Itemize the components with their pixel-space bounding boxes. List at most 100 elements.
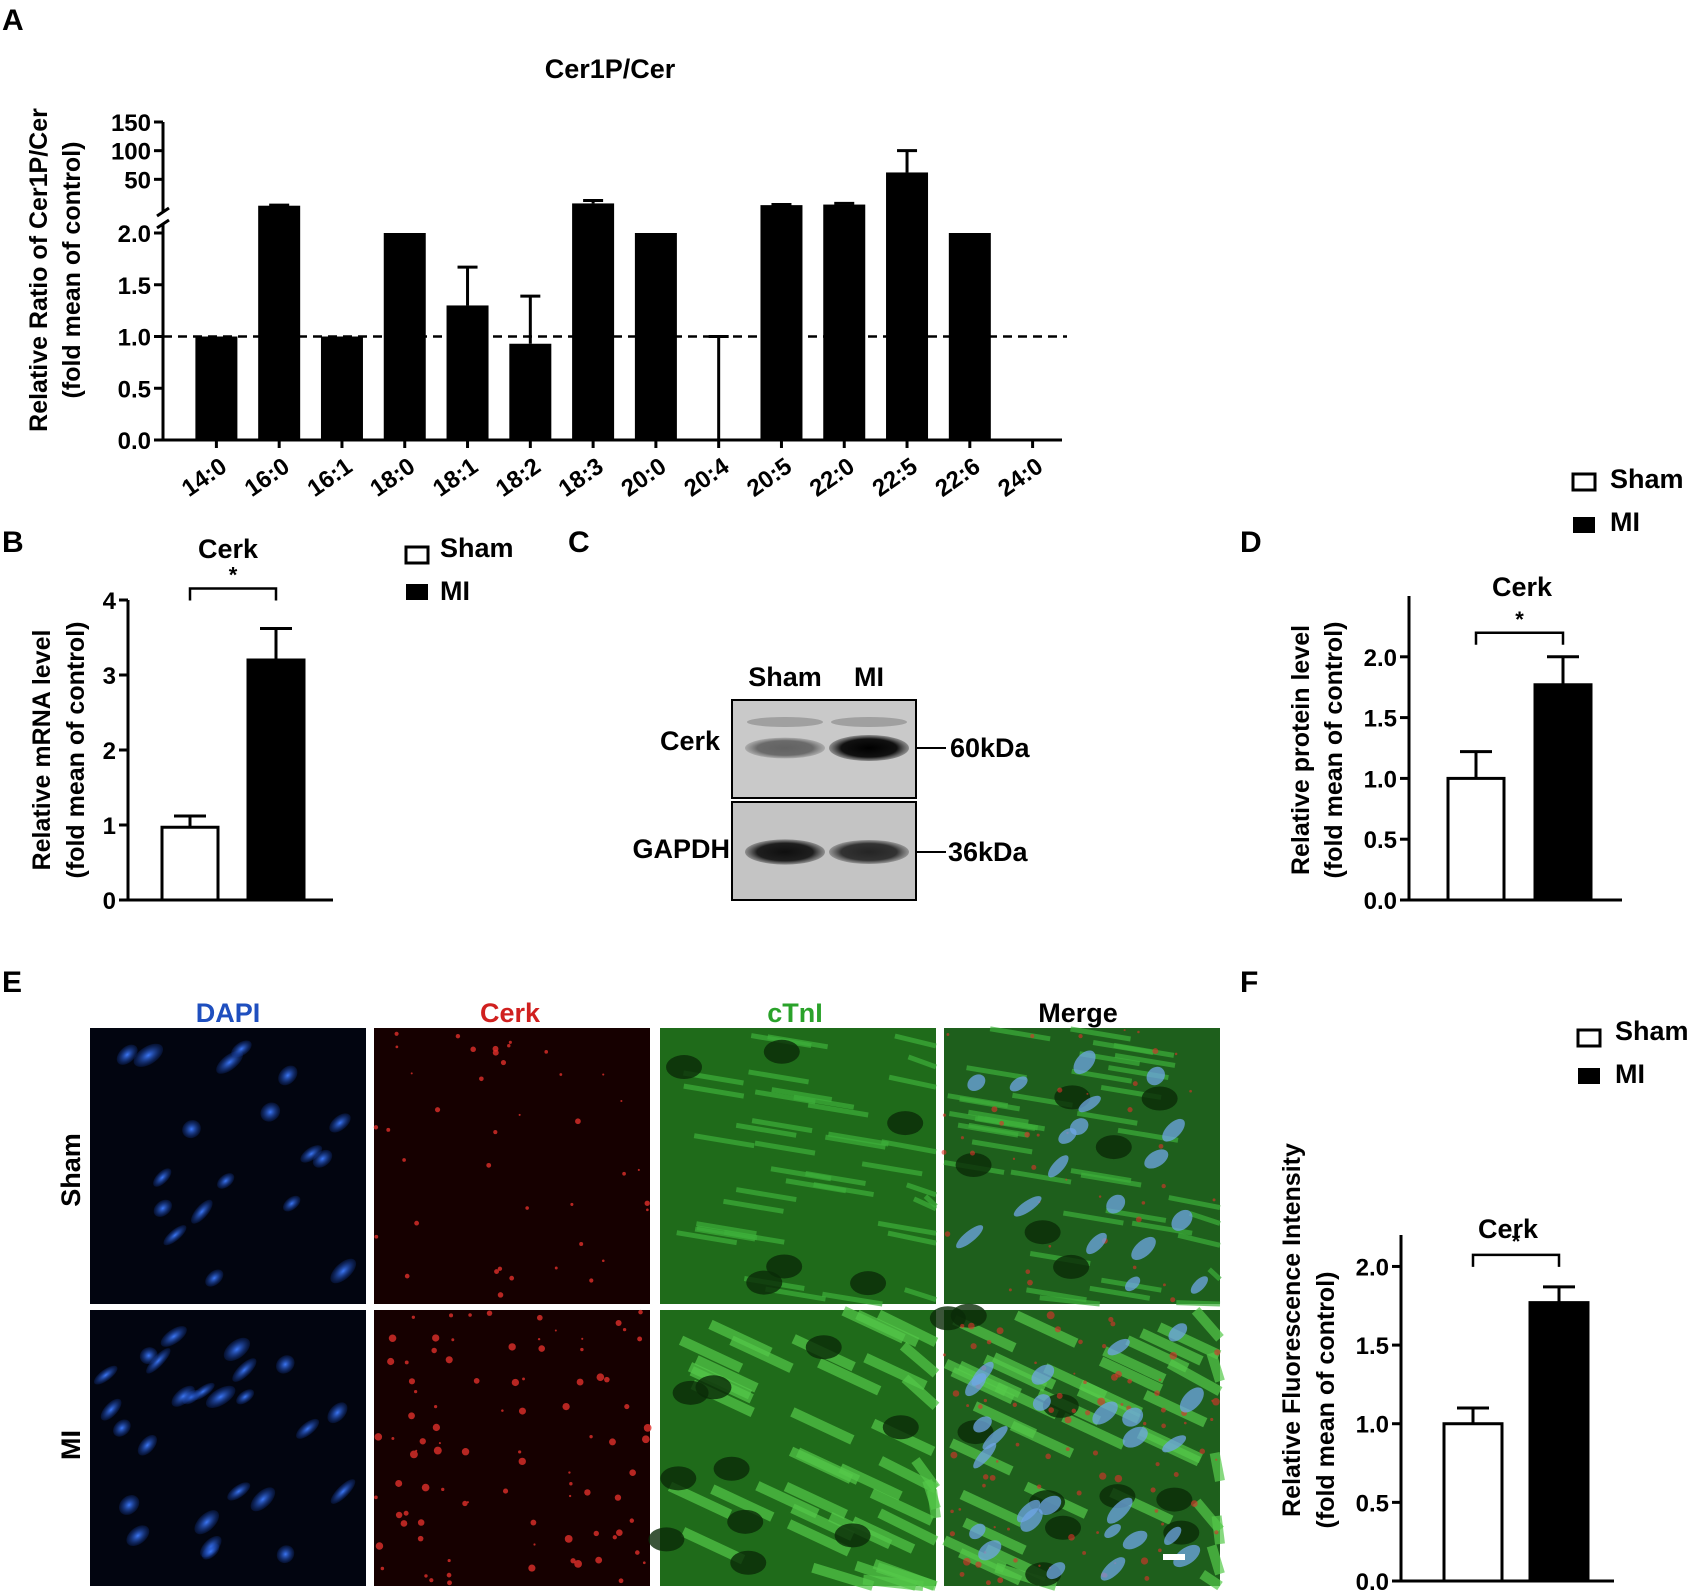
panel-label-e: E — [2, 966, 22, 999]
microscopy-fiber — [1207, 1267, 1222, 1282]
blot-band-faint — [747, 717, 823, 727]
microscopy-red-signal — [404, 1360, 409, 1365]
microscopy-red-signal — [1162, 1283, 1166, 1287]
microscopy-red-signal — [1064, 1416, 1072, 1424]
microscopy-dark-spot — [746, 1270, 783, 1295]
microscopy-fiber — [907, 1054, 937, 1070]
microscopy-red-signal — [544, 1050, 549, 1054]
microscopy-red-signal — [622, 1171, 626, 1176]
microscopy-red-signal — [1024, 1131, 1031, 1138]
panel-a-xtick-label: 20:4 — [679, 452, 734, 502]
microscopy-red-signal — [533, 1543, 536, 1546]
panel-a-axis-break-mark — [156, 206, 170, 218]
microscopy-red-signal — [941, 1149, 947, 1155]
microscopy-red-signal — [1132, 1265, 1137, 1270]
microscopy-nucleus — [231, 1040, 252, 1058]
microscopy-fiber — [1113, 1042, 1175, 1058]
microscopy-red-signal — [581, 1337, 584, 1340]
microscopy-fiber — [710, 1484, 775, 1522]
panelB-ytick-label: 4 — [103, 588, 117, 615]
panel-c-western-blot: Sham MI Cerk GAPDH 60kDa 36kDa — [632, 662, 1031, 901]
blot-lane-mi: MI — [854, 662, 884, 692]
microscopy-red-signal — [1183, 1421, 1187, 1425]
panel-a-xtick-label: 22:0 — [805, 453, 860, 503]
panel-b-title: Cerk — [198, 534, 259, 564]
microscopy-red-signal — [589, 1434, 593, 1439]
microscopy-red-signal — [373, 1125, 379, 1130]
panel-a-ytick-label: 50 — [124, 167, 151, 194]
microscopy-red-signal — [462, 1500, 468, 1507]
microscopy-red-signal — [950, 1509, 954, 1514]
microscopy-red-signal — [1137, 1030, 1140, 1034]
panel-a-bar — [258, 205, 301, 440]
microscopy-fiber — [974, 1116, 1036, 1132]
legend-f-sham-swatch — [1576, 1028, 1602, 1048]
microscopy-red-signal — [414, 1220, 420, 1226]
panelB-bar — [160, 825, 220, 902]
microscopy-red-signal — [395, 1045, 399, 1049]
microscopy-nucleus — [1073, 1050, 1096, 1075]
panel-b-ylabel-line1: Relative mRNA level — [28, 630, 56, 871]
panel-a-xtick-label: 18:2 — [491, 453, 546, 503]
microscopy-red-signal — [559, 1073, 563, 1076]
microscopy-red-signal — [511, 1378, 520, 1387]
panelD-bar — [1533, 683, 1593, 902]
microscopy-nucleus — [1173, 1544, 1201, 1568]
microscopy-fiber — [1189, 1211, 1221, 1226]
microscopy-fiber — [696, 1225, 758, 1241]
microscopy-col-cerk: Cerk — [480, 998, 541, 1028]
microscopy-fiber — [1206, 1351, 1225, 1383]
microscopy-red-signal — [525, 1206, 529, 1210]
microscopy-red-signal — [374, 1234, 379, 1239]
microscopy-nucleus — [971, 1361, 994, 1386]
microscopy-nucleus — [296, 1418, 320, 1439]
microscopy-red-signal — [507, 1043, 511, 1048]
microscopy-fiber — [1206, 1544, 1225, 1576]
microscopy-red-signal — [486, 1162, 492, 1168]
microscopy-red-signal — [618, 1578, 624, 1584]
microscopy-fiber — [869, 1488, 935, 1526]
microscopy-red-signal — [438, 1442, 441, 1445]
panelF-ytick-label: 0.5 — [1356, 1490, 1389, 1517]
panelF-ytick-label: 0.0 — [1356, 1569, 1389, 1593]
microscopy-red-signal — [949, 1531, 956, 1537]
microscopy-red-signal — [589, 1278, 594, 1283]
microscopy-dark-spot — [713, 1456, 750, 1481]
microscopy-red-signal — [473, 1377, 480, 1384]
microscopy-red-signal — [646, 1208, 649, 1212]
microscopy-red-signal — [530, 1519, 537, 1526]
microscopy-fiber — [876, 1309, 939, 1347]
microscopy-nucleus — [163, 1225, 187, 1246]
panel-f-chart: Cerk Relative Fluorescence Intensity (fo… — [1278, 1143, 1614, 1593]
microscopy-dark-spot — [730, 1550, 767, 1575]
microscopy-red-signal — [395, 1479, 403, 1487]
microscopy-fiber — [683, 1083, 745, 1099]
microscopy-red-signal — [1141, 1201, 1146, 1205]
blot-band — [829, 735, 909, 761]
microscopy-dark-spot — [882, 1415, 919, 1440]
microscopy-red-signal — [518, 1113, 521, 1116]
microscopy-red-signal — [952, 1390, 960, 1397]
microscopy-red-signal — [1056, 1392, 1063, 1399]
microscopy-nucleus — [236, 1389, 255, 1405]
microscopy-red-signal — [996, 1327, 1004, 1335]
microscopy-red-signal — [942, 1113, 947, 1117]
panel-a-ytick-label: 0.5 — [118, 376, 151, 403]
panelB-ytick-label: 1 — [103, 813, 116, 840]
panel-d-ylabel-line2: (fold mean of control) — [1320, 622, 1348, 879]
microscopy-red-signal — [615, 1320, 622, 1327]
microscopy-red-signal — [395, 1511, 403, 1519]
panel-label-f: F — [1240, 966, 1258, 999]
microscopy-fiber — [966, 1065, 1027, 1081]
microscopy-red-signal — [1120, 1402, 1124, 1406]
microscopy-red-signal — [1189, 1089, 1192, 1093]
panel-a-ytick-label: 1.0 — [118, 325, 151, 352]
panelF-significance-bracket — [1471, 1253, 1561, 1267]
microscopy-nucleus — [330, 1479, 356, 1504]
microscopy-nucleus — [1179, 1387, 1204, 1413]
panel-a-title: Cer1P/Cer — [545, 54, 676, 84]
microscopy-red-signal — [1161, 1183, 1166, 1189]
microscopy-red-signal — [1034, 1361, 1037, 1365]
microscopy-nucleus — [329, 1113, 351, 1133]
microscopy-red-signal — [569, 1482, 573, 1486]
